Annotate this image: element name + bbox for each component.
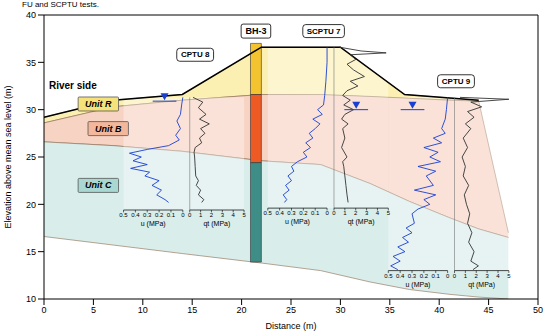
svg-text:4: 4 [496,273,500,279]
svg-text:5: 5 [387,210,391,216]
svg-text:Unit B: Unit B [95,124,122,134]
svg-text:0.1: 0.1 [432,273,441,279]
svg-text:0.1: 0.1 [167,212,176,218]
svg-text:u (MPa): u (MPa) [406,281,431,289]
svg-text:CPTU 8: CPTU 8 [181,50,210,59]
svg-text:3: 3 [485,273,489,279]
svg-text:2: 2 [354,210,358,216]
svg-text:2: 2 [210,212,214,218]
svg-text:30: 30 [335,305,345,315]
html-text:FU and SCPTU tests.: FU and SCPTU tests. [22,0,99,9]
svg-text:1: 1 [464,273,468,279]
svg-text:35: 35 [385,305,395,315]
svg-text:15: 15 [26,247,36,257]
svg-text:0.1: 0.1 [311,210,320,216]
svg-text:30: 30 [26,105,36,115]
svg-text:35: 35 [26,58,36,68]
svg-text:CPTU 9: CPTU 9 [442,77,471,86]
svg-text:Elevation above mean sea level: Elevation above mean sea level (m) [3,85,13,228]
svg-text:2: 2 [475,273,479,279]
svg-text:5: 5 [242,212,246,218]
svg-text:4: 4 [232,212,236,218]
svg-text:5: 5 [91,305,96,315]
svg-text:0.4: 0.4 [396,273,405,279]
svg-text:0.2: 0.2 [420,273,429,279]
svg-text:15: 15 [187,305,197,315]
svg-text:Unit C: Unit C [85,180,112,190]
svg-text:50: 50 [533,305,543,315]
svg-text:0.4: 0.4 [275,210,284,216]
svg-text:4: 4 [376,210,380,216]
svg-text:0.5: 0.5 [264,210,273,216]
svg-text:1: 1 [343,210,347,216]
svg-text:5: 5 [507,273,511,279]
svg-text:qt (MPa): qt (MPa) [468,281,495,289]
svg-text:0.2: 0.2 [299,210,308,216]
svg-text:0: 0 [41,305,46,315]
svg-text:0.2: 0.2 [155,212,164,218]
svg-text:Distance (m): Distance (m) [265,321,316,331]
svg-text:20: 20 [26,200,36,210]
svg-text:1: 1 [199,212,203,218]
svg-text:0.3: 0.3 [287,210,296,216]
svg-text:0: 0 [332,210,336,216]
svg-text:10: 10 [26,294,36,304]
svg-text:0: 0 [325,210,329,216]
svg-text:u (MPa): u (MPa) [141,220,166,228]
svg-text:BH-3: BH-3 [245,26,266,36]
svg-text:40: 40 [434,305,444,315]
svg-text:10: 10 [138,305,148,315]
svg-text:0.5: 0.5 [119,212,128,218]
svg-text:3: 3 [221,212,225,218]
svg-text:3: 3 [365,210,369,216]
svg-text:qt (MPa): qt (MPa) [348,218,375,226]
svg-text:25: 25 [26,152,36,162]
svg-text:0.4: 0.4 [131,212,140,218]
svg-text:River side: River side [49,80,97,91]
svg-text:0: 0 [446,273,450,279]
svg-text:SCPTU 7: SCPTU 7 [307,27,341,36]
svg-text:Unit R: Unit R [85,99,112,109]
svg-text:25: 25 [286,305,296,315]
svg-text:u (MPa): u (MPa) [285,218,310,226]
svg-text:45: 45 [484,305,494,315]
svg-text:0: 0 [453,273,457,279]
svg-text:20: 20 [237,305,247,315]
svg-text:0: 0 [188,212,192,218]
svg-text:0: 0 [181,212,185,218]
svg-text:0.3: 0.3 [408,273,417,279]
svg-text:qt (MPa): qt (MPa) [203,220,230,228]
svg-text:40: 40 [26,10,36,20]
svg-text:0.5: 0.5 [384,273,393,279]
svg-text:0.3: 0.3 [143,212,152,218]
